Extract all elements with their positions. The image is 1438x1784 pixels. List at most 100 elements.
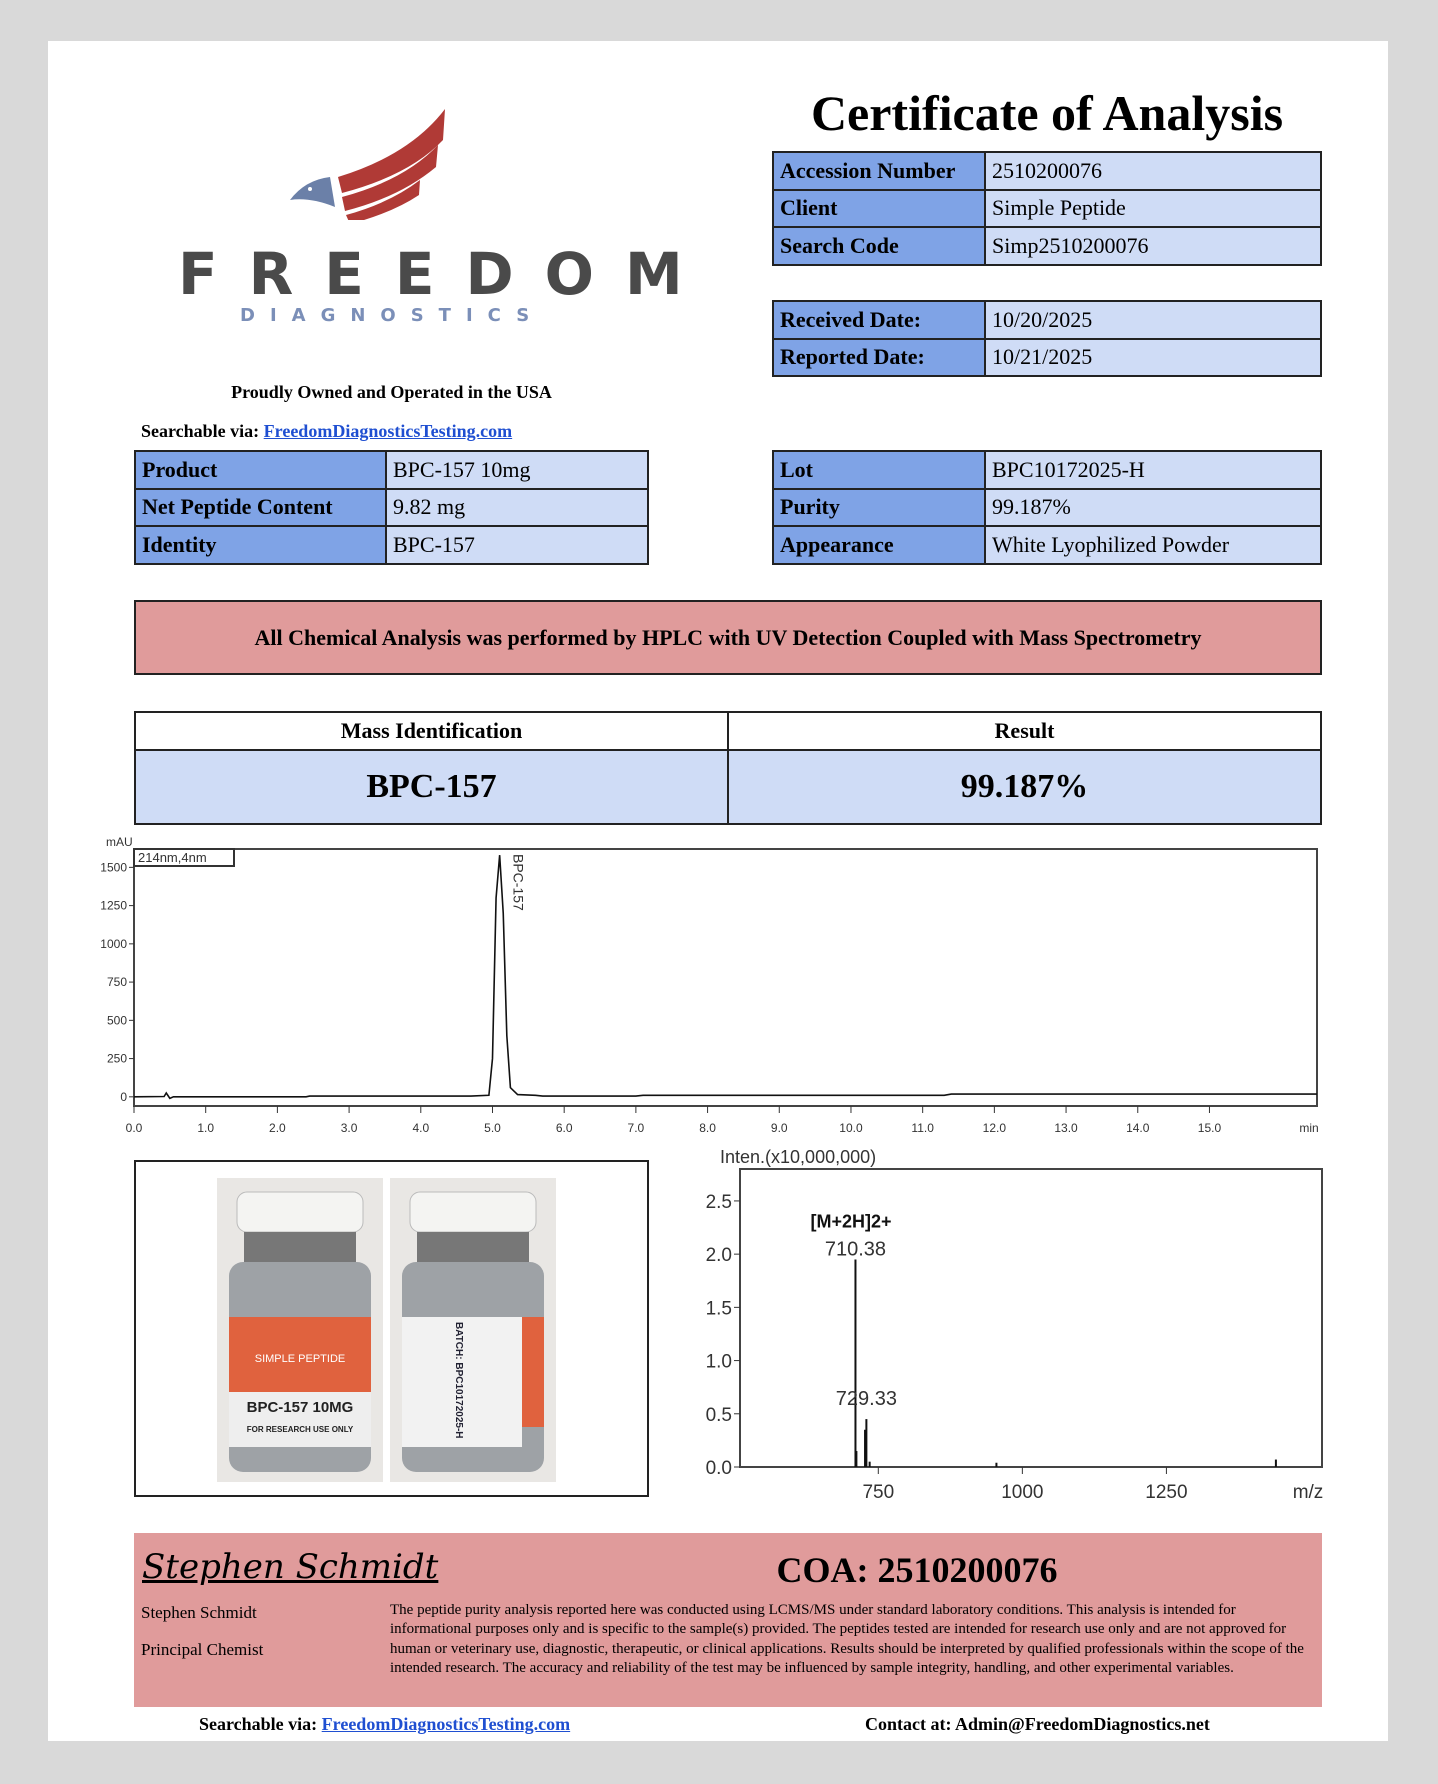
value-purity: 99.187% [984, 487, 1322, 527]
tagline: Proudly Owned and Operated in the USA [231, 382, 552, 402]
y-tick-label: 2.5 [706, 1192, 732, 1213]
lot-table: Lot BPC10172025-H Purity 99.187% Appearanc… [772, 450, 1322, 565]
mass-value: BPC-157 [134, 749, 729, 825]
x-tick-label: 15.0 [1198, 1121, 1222, 1135]
result-value: 99.187% [727, 749, 1322, 825]
eagle-logo-icon [290, 109, 445, 220]
result-header: Result [727, 711, 1322, 751]
value-received: 10/20/2025 [984, 300, 1322, 340]
chromatogram-trace [133, 855, 1317, 1100]
value-net-content: 9.82 mg [385, 487, 649, 527]
value-lot: BPC10172025-H [984, 450, 1322, 490]
x-tick-label: 5.0 [484, 1121, 501, 1135]
y-tick-label: 1250 [100, 899, 127, 913]
x-tick-label: 6.0 [556, 1121, 573, 1135]
x-tick-label: 4.0 [412, 1121, 429, 1135]
x-tick-label: 1000 [1001, 1482, 1043, 1503]
label-client: Client [772, 188, 986, 228]
x-tick-label: 3.0 [341, 1121, 358, 1135]
value-accession: 2510200076 [984, 151, 1322, 191]
y-tick-label: 2.0 [706, 1245, 732, 1266]
x-tick-label: 750 [862, 1482, 894, 1503]
hplc-chromatogram: mAU 214nm,4nm 0 250 500 750 1000 1250 1500 0.0 1.0… [100, 835, 1318, 1135]
vial-front-photo: SIMPLE PEPTIDE BPC-157 10MG FOR RESEARCH… [217, 1178, 383, 1482]
peak-annotation: [M+2H]2+ [810, 1212, 891, 1232]
x-tick-label: 7.0 [628, 1121, 645, 1135]
label-lot: Lot [772, 450, 986, 490]
vial-brand-text: SIMPLE PEPTIDE [255, 1353, 345, 1365]
bottom-search-link[interactable]: FreedomDiagnosticsTesting.com [321, 1714, 571, 1734]
label-net-content: Net Peptide Content [134, 487, 387, 527]
peak-label: BPC-157 [511, 854, 527, 911]
label-search-code: Search Code [772, 226, 986, 266]
label-reported: Reported Date: [772, 337, 986, 377]
coa-number: COA: 2510200076 [776, 1550, 1058, 1590]
x-tick-label: 14.0 [1126, 1121, 1150, 1135]
x-tick-label: 10.0 [839, 1121, 863, 1135]
label-appearance: Appearance [772, 525, 986, 565]
x-tick-label: 8.0 [699, 1121, 716, 1135]
vial-photos: SIMPLE PEPTIDE BPC-157 10MG FOR RESEARCH… [217, 1178, 556, 1482]
x-unit-label: m/z [1293, 1482, 1324, 1503]
legend-text: 214nm,4nm [138, 850, 207, 865]
legend-box [133, 848, 235, 867]
peak-label: 729.33 [836, 1388, 897, 1410]
x-tick-label: 0.0 [126, 1121, 143, 1135]
y-tick-label: 750 [107, 975, 127, 989]
y-tick-label: 1.5 [706, 1298, 732, 1319]
method-banner: All Chemical Analysis was performed by H… [134, 600, 1322, 675]
product-table: Product BPC-157 10mg Net Peptide Content 9… [134, 450, 649, 565]
y-tick-label: 0 [120, 1090, 127, 1104]
y-tick-label: 500 [107, 1013, 127, 1027]
y-tick-label: 1500 [100, 860, 127, 874]
signature: Stephen Schmidt [142, 1547, 439, 1587]
y-axis-label: Inten.(x10,000,000) [720, 1147, 876, 1167]
x-tick-label: 11.0 [911, 1121, 934, 1135]
label-accession: Accession Number [772, 151, 986, 191]
disclaimer: The peptide purity analysis reported her… [390, 1602, 1304, 1676]
value-search-code: Simp2510200076 [984, 226, 1322, 266]
value-appearance: White Lyophilized Powder [984, 525, 1322, 565]
value-product: BPC-157 10mg [385, 450, 649, 490]
x-unit-label: min [1299, 1121, 1318, 1135]
label-received: Received Date: [772, 300, 986, 340]
mass-result-table: Mass Identification Result BPC-157 99.187% [134, 711, 1322, 825]
bottom-search-label: Searchable via: [199, 1714, 318, 1734]
contact-line: Contact at: Admin@FreedomDiagnostics.net [865, 1714, 1210, 1734]
x-tick-label: 1250 [1145, 1482, 1187, 1503]
searchable-line: Searchable via: FreedomDiagnosticsTestin… [141, 421, 512, 442]
logo-subtitle: DIAGNOSTICS [240, 305, 545, 326]
plot-frame [133, 848, 1318, 1107]
x-tick-label: 12.0 [983, 1121, 1007, 1135]
vial-note-text: FOR RESEARCH USE ONLY [247, 1425, 354, 1434]
vial-side-photo: BATCH: BPC10172025-H [390, 1178, 556, 1482]
vial-photo-frame: SIMPLE PEPTIDE BPC-157 10MG FOR RESEARCH… [134, 1160, 649, 1497]
label-identity: Identity [134, 525, 387, 565]
x-tick-label: 1.0 [197, 1121, 214, 1135]
searchable-link[interactable]: FreedomDiagnosticsTesting.com [263, 421, 513, 441]
x-tick-label: 2.0 [269, 1121, 286, 1135]
bottom-search: Searchable via: FreedomDiagnosticsTestin… [199, 1714, 570, 1735]
value-reported: 10/21/2025 [984, 337, 1322, 377]
y-axis-label: mAU [106, 835, 133, 849]
signature-panel: Stephen Schmidt COA: 2510200076 Stephen … [134, 1533, 1322, 1707]
y-tick-label: 0.0 [706, 1458, 732, 1479]
x-tick-label: 9.0 [771, 1121, 788, 1135]
vial-label-text: BPC-157 10MG [247, 1399, 354, 1416]
y-tick-label: 1000 [100, 937, 127, 951]
searchable-label: Searchable via: [141, 421, 260, 441]
x-tick-label: 13.0 [1054, 1121, 1078, 1135]
page-title: Certificate of Analysis [810, 85, 1284, 141]
mass-spectrum: Inten.(x10,000,000) 0.0 0.5 1.0 1.5 2.0 2.5 750… [706, 1147, 1324, 1503]
accession-table: Accession Number 2510200076 Client Simple … [772, 151, 1322, 266]
y-tick-label: 1.0 [706, 1352, 732, 1373]
label-purity: Purity [772, 487, 986, 527]
logo-brand: FREEDOM [178, 240, 714, 308]
y-tick-label: 0.5 [706, 1405, 732, 1426]
mass-header: Mass Identification [134, 711, 729, 751]
dates-table: Received Date: 10/20/2025 Reported Date: 1… [772, 300, 1322, 377]
value-identity: BPC-157 [385, 525, 649, 565]
peak-label: 710.38 [825, 1238, 886, 1260]
label-product: Product [134, 450, 387, 490]
y-tick-label: 250 [107, 1052, 127, 1066]
